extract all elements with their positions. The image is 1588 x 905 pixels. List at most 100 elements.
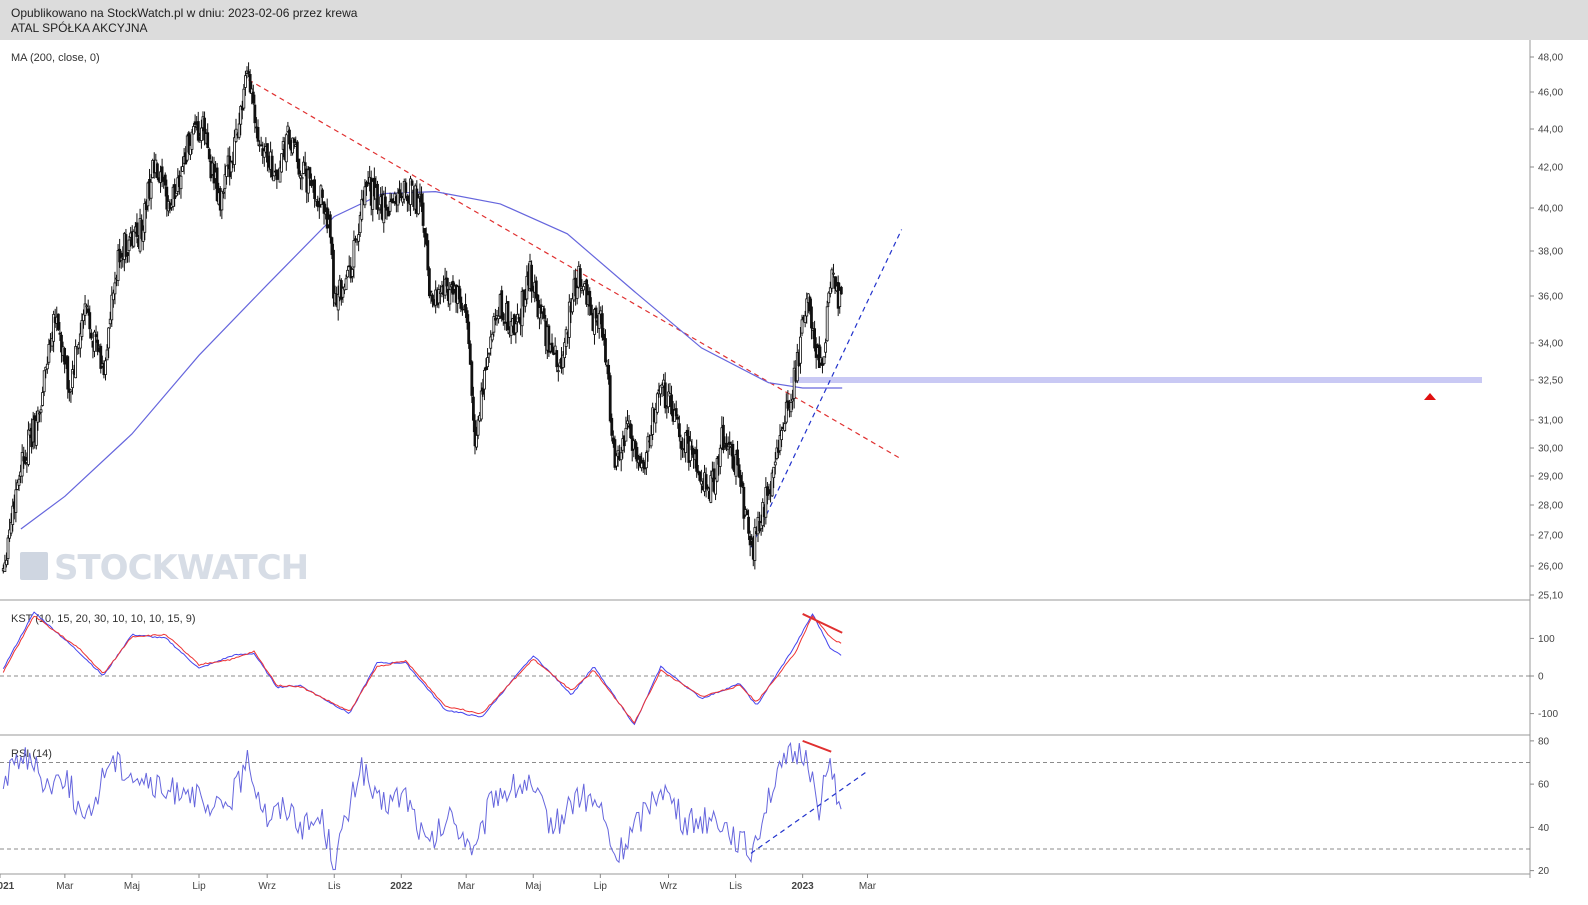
price-bar-body	[775, 447, 779, 459]
price-bar-body	[464, 304, 467, 313]
price-bar-body	[822, 356, 826, 365]
price-bar-body	[350, 269, 354, 277]
price-bar-body	[567, 301, 571, 338]
price-bar-body	[718, 447, 722, 467]
price-bar-body	[479, 390, 483, 420]
price-bar-body	[553, 345, 557, 354]
price-bar-body	[644, 452, 648, 469]
price-bar-body	[17, 478, 21, 486]
price-bar-body	[494, 317, 497, 321]
price-y-tick-label: 40,00	[1538, 204, 1563, 215]
price-bar-body	[119, 257, 123, 261]
price-bar-body	[14, 489, 18, 513]
price-bar-body	[429, 290, 433, 293]
price-bar-body	[108, 318, 112, 325]
price-y-tick-label: 48,00	[1538, 53, 1563, 64]
price-bar-body	[253, 104, 257, 124]
price-bar-body	[377, 208, 381, 211]
price-bar-body	[94, 334, 98, 337]
price-bar-body	[266, 143, 269, 163]
price-bar-body	[45, 363, 49, 370]
price-bar-body	[34, 420, 38, 446]
price-bar-body	[215, 167, 219, 202]
price-bar-body	[461, 308, 464, 311]
price-bar-body	[805, 298, 809, 317]
price-bar-body	[600, 313, 604, 338]
price-bar-body	[468, 343, 472, 365]
price-bar-body	[52, 313, 56, 342]
price-bar-body	[424, 233, 428, 245]
price-bar-body	[483, 369, 486, 390]
price-bar-body	[445, 277, 449, 287]
candles	[1, 62, 843, 574]
price-bar-body	[487, 352, 491, 355]
price-bar-body	[677, 423, 681, 438]
price-bar-body	[36, 410, 40, 423]
price-bar-body	[561, 354, 565, 368]
price-bar-body	[629, 423, 633, 439]
price-bar-body	[220, 190, 224, 211]
price-bar-body	[346, 269, 350, 278]
price-bar-body	[472, 396, 475, 421]
rsi-y-tick-label: 40	[1538, 823, 1550, 834]
price-bar-body	[20, 452, 24, 477]
price-bar-body	[615, 455, 618, 467]
price-y-tick-label: 38,00	[1538, 247, 1563, 258]
price-bar-body	[229, 161, 233, 173]
price-bar-body	[132, 231, 136, 247]
price-bar-body	[207, 148, 211, 160]
price-bar-body	[321, 189, 324, 198]
price-bar-body	[288, 129, 291, 145]
price-bar-body	[116, 250, 120, 281]
price-bar-body	[259, 144, 263, 147]
price-bar-body	[5, 559, 8, 566]
price-bar-body	[654, 409, 658, 424]
price-bar-body	[500, 290, 504, 319]
price-y-tick-label: 36,00	[1538, 292, 1563, 303]
price-bar-body	[126, 252, 129, 256]
kst-panel-title: KST (10, 15, 20, 30, 10, 10, 10, 15, 9)	[11, 613, 195, 625]
price-bar-body	[736, 449, 739, 466]
price-bar-body	[222, 191, 225, 194]
price-bar-body	[421, 202, 425, 226]
price-bar-body	[118, 248, 122, 263]
price-bar-body	[649, 434, 653, 447]
price-bar-body	[302, 161, 306, 174]
price-bar-body	[341, 287, 345, 298]
price-bar-body	[467, 321, 471, 345]
price-bar-body	[303, 162, 307, 166]
price-bar-body	[509, 321, 513, 336]
price-bar-body	[390, 198, 394, 203]
signal-marker-icon	[1424, 393, 1436, 400]
kst-y-tick-label: 0	[1538, 672, 1544, 683]
price-y-tick-label: 31,00	[1538, 416, 1563, 427]
price-bar-body	[16, 482, 19, 490]
price-bar-body	[582, 286, 585, 291]
price-bar-body	[791, 398, 794, 402]
price-bar-body	[300, 176, 304, 180]
x-tick-label: Maj	[124, 881, 140, 892]
price-bar-body	[427, 268, 431, 297]
price-bar-body	[635, 446, 639, 462]
price-bar-body	[360, 199, 364, 220]
price-bar-body	[589, 304, 593, 316]
price-bar-body	[786, 400, 790, 409]
price-bar-body	[179, 175, 183, 190]
price-bar-body	[105, 349, 109, 361]
price-bar-body	[200, 127, 203, 141]
price-bar-body	[599, 310, 603, 315]
price-bar-body	[382, 194, 386, 224]
price-bar-body	[173, 184, 177, 200]
price-bar-body	[160, 166, 164, 182]
price-bar-body	[193, 121, 197, 125]
price-bar-body	[659, 385, 662, 395]
price-bar-body	[262, 150, 266, 158]
rsi-trendline-red	[802, 739, 832, 753]
price-bar-body	[306, 169, 310, 194]
price-bar-body	[813, 328, 816, 349]
price-bar-body	[663, 382, 667, 409]
price-bar-body	[803, 315, 807, 323]
price-bar-body	[336, 294, 340, 311]
price-bar-body	[80, 320, 84, 337]
price-bar-body	[575, 287, 579, 299]
